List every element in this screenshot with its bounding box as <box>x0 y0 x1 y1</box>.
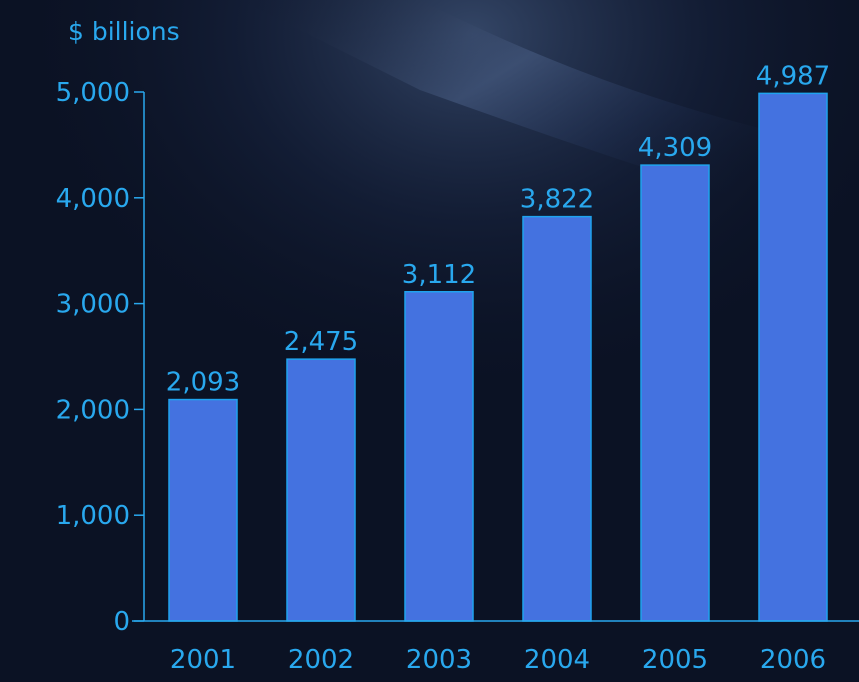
bar-value-label: 3,822 <box>520 185 594 215</box>
bar-value-label: 4,309 <box>638 133 712 163</box>
bar-2002 <box>286 358 356 622</box>
bar-value-label: 2,093 <box>166 368 240 398</box>
y-tick-label: 3,000 <box>56 290 130 320</box>
x-tick-label: 2003 <box>406 645 472 675</box>
bar-value-label: 4,987 <box>756 61 830 91</box>
x-tick-label: 2002 <box>288 645 354 675</box>
x-axis: 2001 2002 2003 2004 2005 2006 <box>132 620 859 675</box>
bar-value-label: 2,475 <box>284 327 358 357</box>
y-tick-label: 5,000 <box>56 78 130 108</box>
bar-value-label: 3,112 <box>402 260 476 290</box>
x-tick-label: 2001 <box>170 645 236 675</box>
bar-2005 <box>640 164 710 622</box>
y-tick-label: 1,000 <box>56 501 130 531</box>
x-tick-label: 2005 <box>642 645 708 675</box>
bar-2004 <box>522 215 592 622</box>
bars: 2,093 2,475 3,112 3,822 4,309 4,987 <box>166 61 830 622</box>
y-axis: 0 1,000 2,000 3,000 4,000 5,000 <box>56 78 145 637</box>
y-tick-label: 4,000 <box>56 184 130 214</box>
y-unit-label: $ billions <box>68 17 180 46</box>
y-tick-label: 2,000 <box>56 395 130 425</box>
x-tick-label: 2004 <box>524 645 590 675</box>
bar-2003 <box>404 291 474 622</box>
y-tick-label: 0 <box>113 607 130 637</box>
x-tick-label: 2006 <box>760 645 826 675</box>
bar-2001 <box>168 398 238 622</box>
bar-2006 <box>758 92 828 622</box>
